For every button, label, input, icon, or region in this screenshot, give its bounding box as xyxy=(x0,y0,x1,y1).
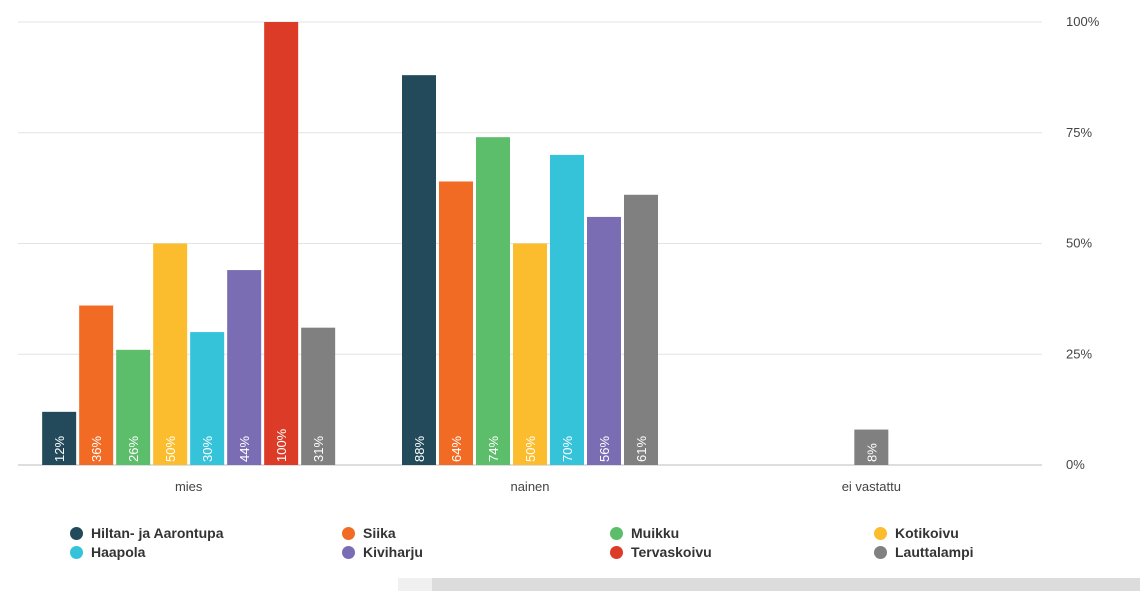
legend-item[interactable]: Kotikoivu xyxy=(874,525,959,541)
y-tick-label: 75% xyxy=(1066,125,1092,140)
bar xyxy=(476,137,510,465)
bar xyxy=(153,243,188,465)
legend-label: Kiviharju xyxy=(363,544,423,560)
legend-swatch xyxy=(874,526,887,540)
bar-value-label: 50% xyxy=(523,436,538,462)
bar xyxy=(550,154,584,465)
bar xyxy=(513,243,547,465)
y-tick-label: 50% xyxy=(1066,236,1092,251)
legend-swatch xyxy=(874,545,887,559)
legend-swatch xyxy=(70,526,83,540)
category-label: nainen xyxy=(510,479,549,494)
legend-label: Siika xyxy=(363,525,396,541)
y-tick-label: 25% xyxy=(1066,346,1092,361)
bar xyxy=(301,327,336,465)
bar-value-label: 50% xyxy=(163,436,178,462)
x-axis-categories: mies nainen ei vastattu xyxy=(175,479,901,494)
bar-value-label: 30% xyxy=(200,436,215,462)
bar xyxy=(190,332,225,465)
bar-value-label: 70% xyxy=(560,436,575,462)
legend-label: Tervaskoivu xyxy=(631,544,712,560)
bar-value-label: 36% xyxy=(89,436,104,462)
bar xyxy=(624,194,658,465)
bar-value-label: 31% xyxy=(311,436,326,462)
y-axis-ticks: 0% 25% 50% 75% 100% xyxy=(1066,14,1100,472)
bar-value-label: 12% xyxy=(52,436,67,462)
bar xyxy=(79,305,114,465)
scrollbar-thumb[interactable] xyxy=(398,578,432,591)
bar xyxy=(227,270,262,465)
legend-label: Haapola xyxy=(91,544,146,560)
legend-label: Hiltan- ja Aarontupa xyxy=(91,525,224,541)
legend-item[interactable]: Kiviharju xyxy=(342,544,423,560)
legend-swatch xyxy=(342,526,355,540)
legend-label: Kotikoivu xyxy=(895,525,959,541)
legend-label: Muikku xyxy=(631,525,680,541)
bar-value-label: 8% xyxy=(864,443,879,462)
legend-label: Lauttalampi xyxy=(895,544,974,560)
legend-item[interactable]: Tervaskoivu xyxy=(610,544,712,560)
bar xyxy=(587,216,621,465)
bar-value-label: 61% xyxy=(634,436,649,462)
category-label: mies xyxy=(175,479,203,494)
horizontal-scrollbar[interactable] xyxy=(398,578,1140,591)
legend: Hiltan- ja Aarontupa Siika Muikku Kotikoivu… xyxy=(70,525,1070,571)
y-tick-label: 100% xyxy=(1066,14,1100,29)
legend-item[interactable]: Lauttalampi xyxy=(874,544,974,560)
y-tick-label: 0% xyxy=(1066,457,1085,472)
category-label: ei vastattu xyxy=(842,479,901,494)
legend-item[interactable]: Haapola xyxy=(70,544,145,560)
legend-item[interactable]: Hiltan- ja Aarontupa xyxy=(70,525,224,541)
legend-item[interactable]: Siika xyxy=(342,525,396,541)
bar xyxy=(402,75,436,465)
legend-swatch xyxy=(70,545,83,559)
bar-value-label: 56% xyxy=(597,436,612,462)
bar-value-label: 88% xyxy=(412,436,427,462)
bar-chart: 0% 25% 50% 75% 100% 12% 36% 26% 50% 30% 44% 100% 31… xyxy=(18,14,1100,494)
bar xyxy=(42,411,77,465)
bars xyxy=(42,22,889,466)
legend-swatch xyxy=(610,526,623,540)
bar xyxy=(439,181,473,466)
bar xyxy=(116,349,151,465)
legend-item[interactable]: Muikku xyxy=(610,525,679,541)
legend-swatch xyxy=(342,545,355,559)
bar-value-label: 26% xyxy=(126,436,141,462)
bar-value-label: 44% xyxy=(237,436,252,462)
bar-value-label: 64% xyxy=(449,436,464,462)
bar-value-label: 100% xyxy=(274,428,289,462)
bar-labels: 12% 36% 26% 50% 30% 44% 100% 31% 88% 64% 74% 50% 70%… xyxy=(52,428,879,462)
bar xyxy=(264,22,299,465)
bar xyxy=(854,429,889,465)
legend-swatch xyxy=(610,545,623,559)
bar-value-label: 74% xyxy=(486,436,501,462)
